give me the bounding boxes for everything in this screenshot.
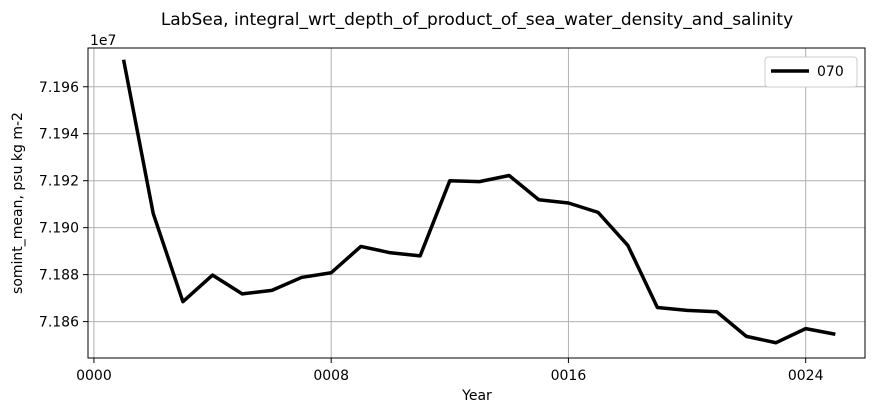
y-tick-label: 7.194 xyxy=(39,127,79,143)
legend: 070 xyxy=(764,56,858,88)
x-tick-label: 0024 xyxy=(788,368,824,384)
y-axis-ticks: 7.186 7.188 7.190 7.192 7.194 7.196 xyxy=(39,80,88,331)
y-tick-label: 7.188 xyxy=(39,268,79,284)
y-tick-label: 7.186 xyxy=(39,315,79,331)
x-tick-label: 0008 xyxy=(313,368,349,384)
x-tick-label: 0016 xyxy=(551,368,587,384)
series-line-070 xyxy=(121,59,836,345)
series-lines xyxy=(121,59,836,345)
x-tick-label: 0000 xyxy=(76,368,112,384)
grid-lines xyxy=(88,48,865,358)
y-offset-label: 1e7 xyxy=(90,33,116,49)
chart-title: LabSea, integral_wrt_depth_of_product_of… xyxy=(161,10,793,30)
y-tick-label: 7.190 xyxy=(39,221,79,237)
y-tick-label: 7.196 xyxy=(39,80,79,96)
y-axis-label: somint_mean, psu kg m-2 xyxy=(10,112,26,294)
plot-frame xyxy=(87,47,866,359)
x-axis-label: Year xyxy=(461,388,492,404)
legend-box xyxy=(764,56,858,88)
y-tick-label: 7.192 xyxy=(39,174,79,190)
x-axis-ticks: 0000 0008 0016 0024 xyxy=(76,358,824,384)
legend-label: 070 xyxy=(817,64,844,80)
